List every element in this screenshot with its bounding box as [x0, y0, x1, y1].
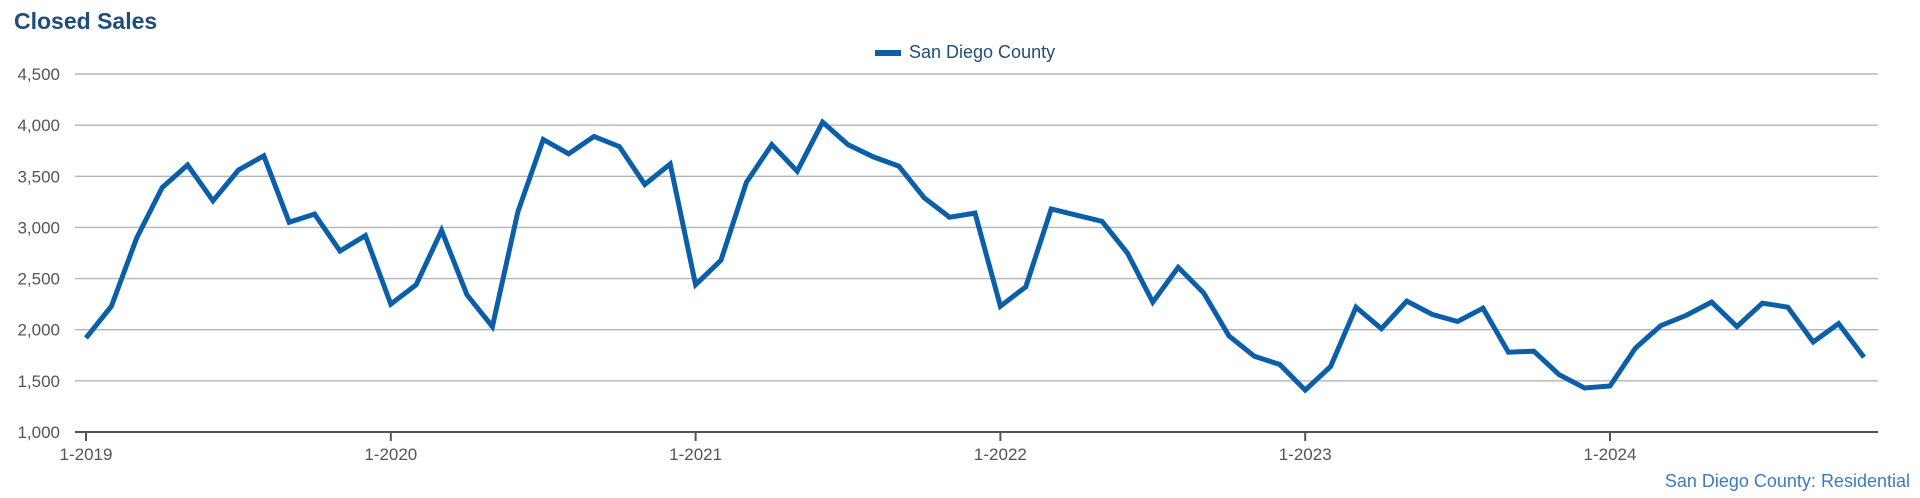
y-tick-label: 2,500	[17, 270, 60, 289]
source-note: San Diego County: Residential	[1664, 471, 1910, 491]
legend-label: San Diego County	[909, 42, 1056, 62]
y-tick-label: 3,000	[17, 218, 60, 237]
x-tick-label: 1-2024	[1584, 445, 1637, 464]
x-tick-label: 1-2023	[1279, 445, 1332, 464]
x-tick-label: 1-2020	[364, 445, 417, 464]
legend: San Diego County	[875, 42, 1055, 63]
y-tick-label: 4,000	[17, 116, 60, 135]
legend-swatch	[875, 49, 901, 56]
x-tick-label: 1-2022	[974, 445, 1027, 464]
y-tick-label: 1,000	[17, 423, 60, 442]
series-line-san-diego-county	[84, 118, 1866, 394]
chart-title: Closed Sales	[14, 8, 158, 34]
y-tick-label: 1,500	[17, 372, 60, 391]
x-tick-label: 1-2019	[60, 445, 113, 464]
y-tick-label: 2,000	[17, 321, 60, 340]
y-tick-label: 4,500	[17, 65, 60, 84]
x-tick-label: 1-2021	[669, 445, 722, 464]
y-tick-label: 3,500	[17, 167, 60, 186]
